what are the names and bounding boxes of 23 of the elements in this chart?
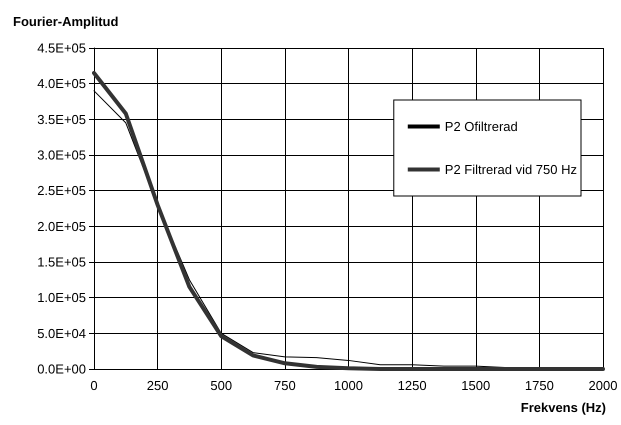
x-tick-label: 2000: [588, 378, 618, 393]
x-tick-label: 500: [210, 378, 232, 393]
x-tick-label: 1750: [524, 378, 554, 393]
y-tick-label: 1.0E+05: [37, 290, 86, 306]
y-tick-label: 4.5E+05: [37, 40, 86, 56]
y-tick-label: 2.5E+05: [37, 183, 86, 198]
y-axis-title: Fourier-Amplitud: [13, 14, 118, 29]
x-tick-label: 0: [90, 378, 98, 393]
x-tick-label: 1000: [334, 378, 363, 393]
x-tick-label: 250: [146, 378, 168, 393]
y-tick-label: 2.0E+05: [37, 218, 86, 234]
x-tick-label: 750: [274, 378, 296, 393]
y-tick-label: 5.0E+04: [37, 326, 86, 341]
x-tick-label: 1250: [398, 378, 427, 393]
x-tick-label: 1500: [461, 378, 490, 393]
y-tick-label: 0.0E+00: [37, 362, 86, 376]
y-tick-label: 3.5E+05: [37, 112, 86, 127]
legend-label: P2 Ofiltrerad: [444, 119, 518, 134]
x-axis-title: Frekvens (Hz): [520, 400, 606, 415]
y-tick-label: 1.5E+05: [37, 254, 86, 270]
y-tick-label: 3.0E+05: [37, 148, 86, 162]
legend-label: P2 Filtrerad vid 750 Hz: [444, 162, 578, 177]
y-tick-label: 4.0E+05: [37, 76, 86, 92]
